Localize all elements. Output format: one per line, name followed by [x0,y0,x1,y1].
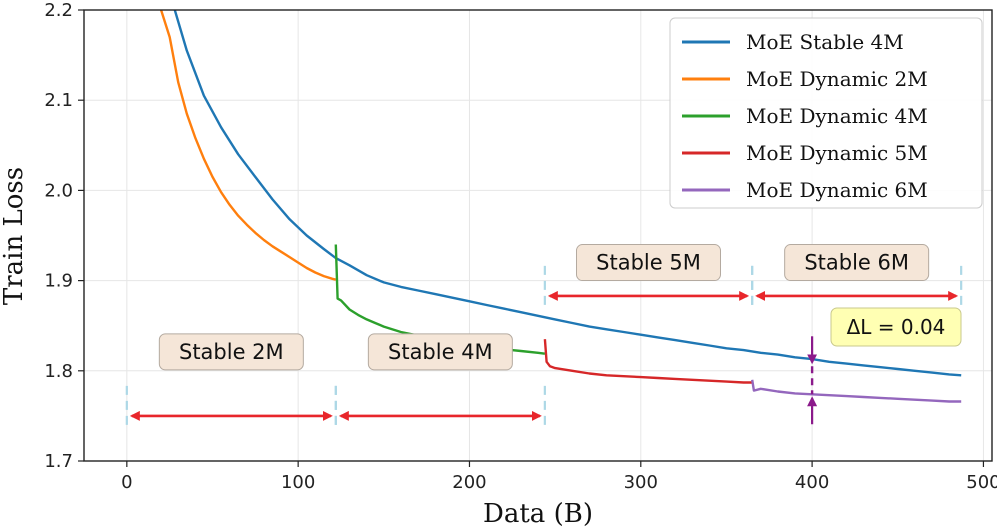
legend-label: MoE Dynamic 6M [746,178,928,202]
legend-label: MoE Stable 4M [746,30,904,54]
legend-label: MoE Dynamic 4M [746,104,928,128]
phase-label: Stable 6M [804,251,909,275]
legend-label: MoE Dynamic 2M [746,67,928,91]
legend: MoE Stable 4M MoE Dynamic 2M MoE Dynamic 4… [669,17,983,209]
x-axis-title: Data (B) [483,499,593,529]
series-line [173,10,962,377]
delta-annotation: ΔL = 0.04 [807,307,962,425]
y-tick-label: 2.1 [44,90,73,111]
y-tick-label: 2.2 [44,0,73,21]
y-axis-title: Train Loss [0,167,29,305]
phase-annotations: Stable 2M Stable 4M Stable 5M Stable 6M [125,244,963,431]
legend-box [669,17,983,209]
x-tick-label: 0 [121,472,132,493]
phase-label: Stable 4M [388,340,493,364]
x-ticks: 0 100 200 300 400 500 [121,461,997,493]
y-tick-label: 2.0 [44,180,73,201]
x-tick-label: 500 [966,472,997,493]
phase-label: Stable 5M [596,251,701,275]
y-ticks: 1.7 1.8 1.9 2.0 2.1 2.2 [44,0,84,472]
y-tick-label: 1.7 [44,451,73,472]
phase-label-box [784,244,930,282]
phase-label-box [158,333,304,371]
phase-label-box [367,333,513,371]
x-tick-label: 400 [795,472,829,493]
delta-label: ΔL = 0.04 [847,315,946,339]
phase-label: Stable 2M [179,340,284,364]
series-line [751,379,962,403]
legend-label: MoE Dynamic 5M [746,141,928,165]
series-line [543,339,753,384]
x-tick-label: 200 [452,472,486,493]
y-tick-label: 1.9 [44,271,73,292]
plot-frame [83,9,993,462]
x-tick-label: 100 [281,472,315,493]
phase-label-box [576,244,722,282]
x-tick-label: 300 [624,472,658,493]
y-tick-label: 1.8 [44,361,73,382]
series-line [159,10,337,281]
delta-label-box [830,307,962,347]
